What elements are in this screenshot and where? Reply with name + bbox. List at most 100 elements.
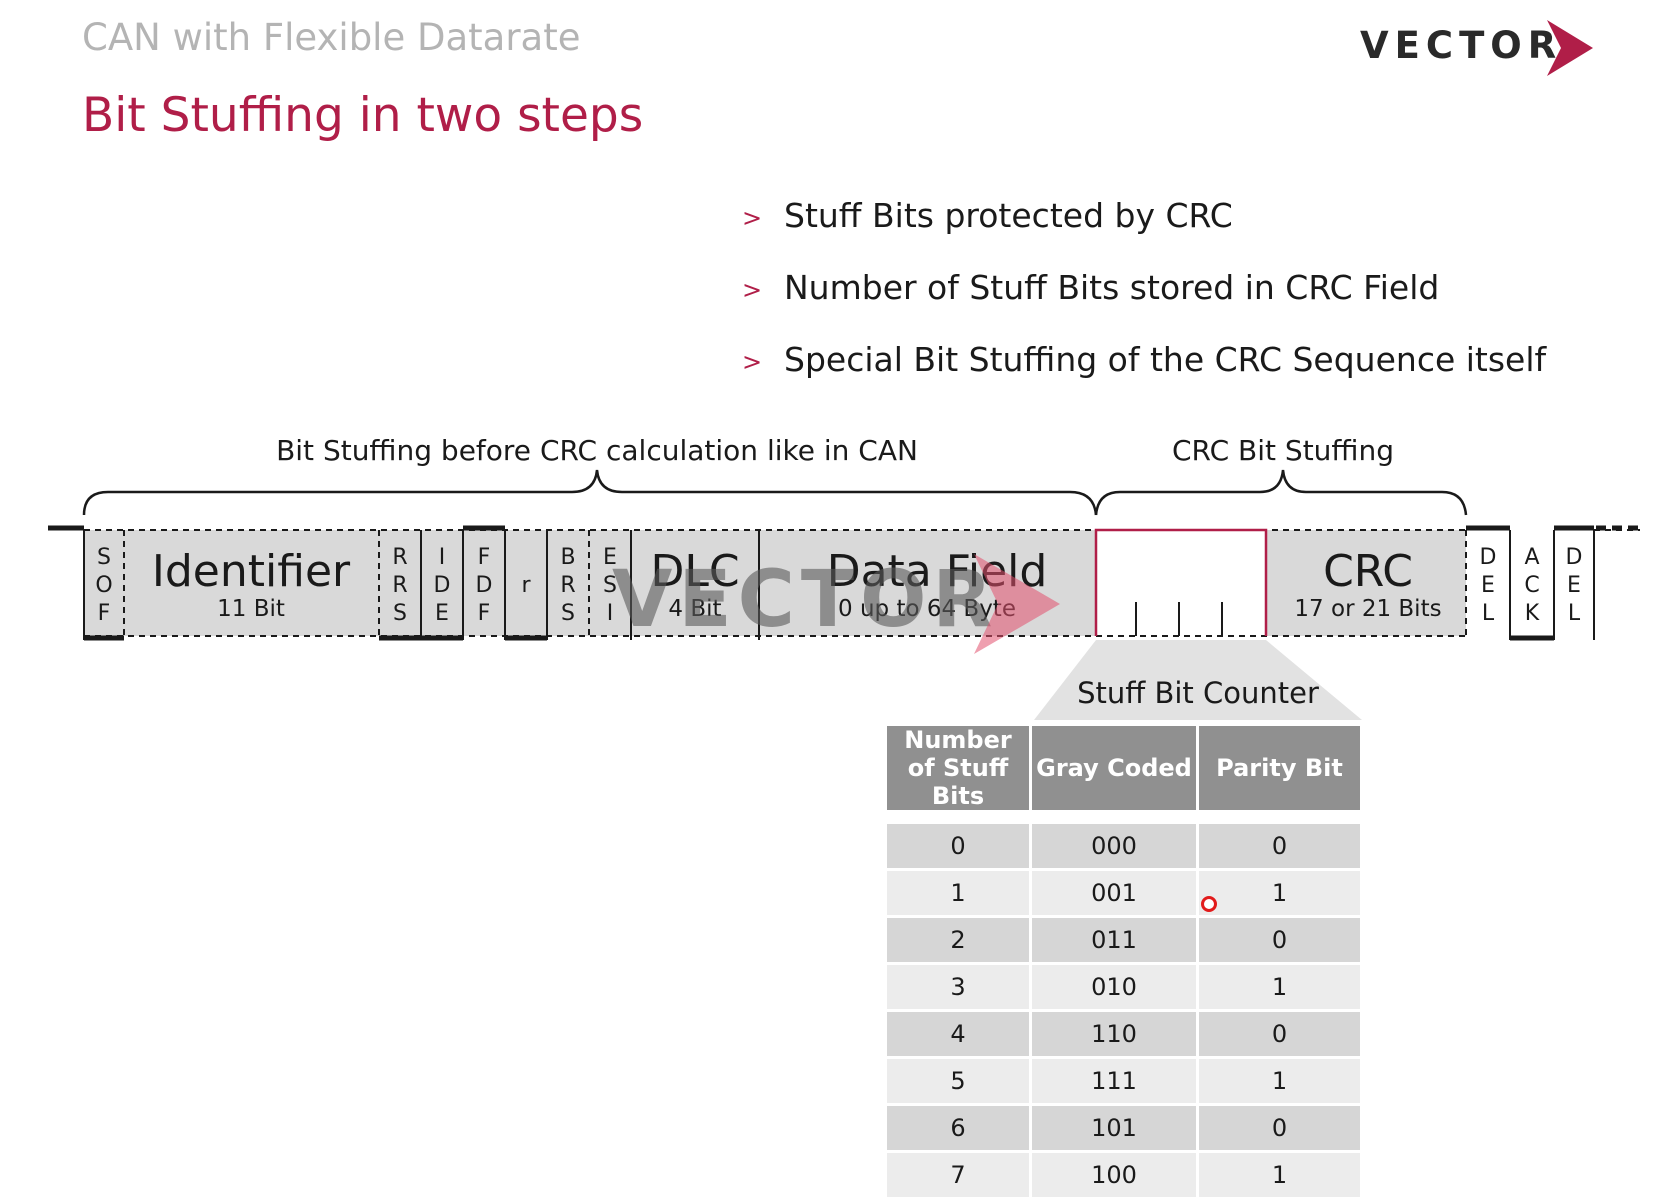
counter-zoom-shape [1034, 640, 1362, 720]
header-parity-bit: Parity Bit [1199, 726, 1360, 810]
label-char: F [97, 601, 111, 626]
field-crc [1266, 530, 1466, 636]
table-row: 5 111 1 [887, 1059, 1360, 1103]
cell-gray: 010 [1032, 965, 1196, 1009]
cell-parity: 0 [1199, 918, 1360, 962]
field-ide [421, 530, 463, 636]
label-r: r [521, 573, 531, 598]
header-spacer [887, 813, 1360, 821]
label-identifier: Identifier [151, 546, 351, 597]
table-row: 3 010 1 [887, 965, 1360, 1009]
label-char: E [603, 545, 617, 570]
field-identifier [124, 530, 379, 636]
watermark-arrow-icon [974, 554, 1060, 654]
label-char: O [95, 573, 113, 598]
field-sof [84, 530, 124, 636]
cell-parity: 1 [1199, 871, 1360, 915]
field-dlc [631, 530, 759, 636]
bullet-text: Number of Stuff Bits stored in CRC Field [784, 268, 1440, 307]
table-row: 0 000 0 [887, 824, 1360, 868]
label-char: E [435, 601, 449, 626]
label-char: S [561, 601, 575, 626]
cell-gray: 001 [1032, 871, 1196, 915]
brace-crc-calculation [82, 469, 1098, 516]
field-esi [589, 530, 631, 636]
can-fd-frame-diagram [48, 469, 1640, 720]
label-dlc: DLC [650, 546, 740, 597]
table-row: 1 001 1 [887, 871, 1360, 915]
table-row: 4 110 0 [887, 1012, 1360, 1056]
cell-parity: 1 [1199, 965, 1360, 1009]
label-char: A [1524, 545, 1540, 570]
slide-supertitle: CAN with Flexible Datarate [82, 16, 581, 59]
label-char: C [1524, 573, 1540, 598]
logo-arrow-icon [1547, 20, 1593, 76]
bullet-text: Special Bit Stuffing of the CRC Sequence… [784, 340, 1547, 379]
cell-parity: 0 [1199, 1012, 1360, 1056]
label-char: S [603, 573, 617, 598]
cell-gray: 101 [1032, 1106, 1196, 1150]
label-char: K [1524, 601, 1540, 626]
header-gray-coded: Gray Coded [1032, 726, 1196, 810]
bullet-text: Stuff Bits protected by CRC [784, 196, 1233, 235]
label-char: E [1567, 573, 1581, 598]
field-r [505, 530, 547, 636]
cell-gray: 000 [1032, 824, 1196, 868]
label-char: R [392, 573, 408, 598]
cell-count: 4 [887, 1012, 1029, 1056]
watermark-text: VECTOR [612, 555, 999, 645]
label-char: F [477, 601, 491, 626]
label-char: D [1479, 545, 1497, 570]
label-char: D [433, 573, 451, 598]
field-brs [547, 530, 589, 636]
table-row: 7 100 1 [887, 1153, 1360, 1197]
field-fdf [463, 530, 505, 636]
bullet-chevron-icon: > [742, 348, 763, 376]
cell-count: 1 [887, 871, 1029, 915]
slide-title: Bit Stuffing in two steps [82, 88, 644, 143]
label-char: L [1481, 601, 1495, 626]
label-char: R [560, 573, 576, 598]
cell-count: 0 [887, 824, 1029, 868]
label-dlc-size: 4 Bit [668, 596, 722, 622]
label-char: I [606, 601, 614, 626]
logo-text: VECTOR [1360, 24, 1563, 67]
label-char: F [477, 545, 491, 570]
cell-count: 7 [887, 1153, 1029, 1197]
label-identifier-size: 11 Bit [217, 596, 285, 622]
label-crc-size: 17 or 21 Bits [1294, 596, 1442, 622]
bracket-label-crc-calculation: Bit Stuffing before CRC calculation like… [276, 434, 918, 467]
field-del2 [1554, 530, 1594, 636]
cell-gray: 110 [1032, 1012, 1196, 1056]
cell-count: 2 [887, 918, 1029, 962]
label-char: D [1565, 545, 1583, 570]
field-del1 [1466, 530, 1510, 636]
header-number-of-stuff-bits: Number of Stuff Bits [887, 726, 1029, 810]
cell-gray: 111 [1032, 1059, 1196, 1103]
field-ack [1510, 530, 1554, 636]
cell-gray: 100 [1032, 1153, 1196, 1197]
label-crc: CRC [1323, 546, 1413, 597]
label-char: D [475, 573, 493, 598]
label-char: I [438, 545, 446, 570]
bullet-chevron-icon: > [742, 204, 763, 232]
cell-parity: 0 [1199, 1106, 1360, 1150]
cell-parity: 1 [1199, 1153, 1360, 1197]
label-data-field-size: 0 up to 64 Byte [838, 596, 1016, 622]
label-char: S [393, 601, 407, 626]
cell-parity: 1 [1199, 1059, 1360, 1103]
stuff-bit-counter-title: Stuff Bit Counter [1077, 676, 1319, 710]
label-char: L [1567, 601, 1581, 626]
cell-parity: 0 [1199, 824, 1360, 868]
label-char: B [560, 545, 576, 570]
field-rrs [379, 530, 421, 636]
laser-pointer-icon [1201, 896, 1217, 912]
cell-count: 6 [887, 1106, 1029, 1150]
table-row: 2 011 0 [887, 918, 1360, 962]
